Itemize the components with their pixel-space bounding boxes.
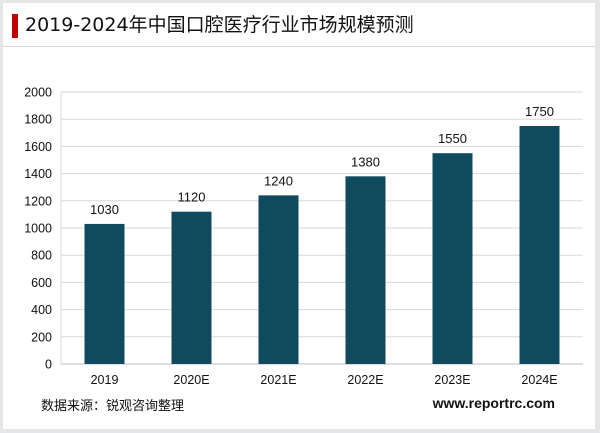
x-tick-label: 2021E	[260, 373, 296, 387]
y-tick-label: 800	[31, 249, 52, 263]
x-tick-label: 2020E	[173, 373, 209, 387]
y-tick-label: 1400	[24, 167, 52, 181]
y-tick-label: 200	[31, 330, 52, 344]
watermark-url: www.reportrc.com	[432, 395, 555, 411]
chart-title: 2019-2024年中国口腔医疗行业市场规模预测	[25, 14, 414, 36]
y-tick-label: 1200	[24, 194, 52, 208]
y-tick-label: 600	[31, 276, 52, 290]
bar	[258, 195, 299, 364]
y-tick-label: 400	[31, 303, 52, 317]
x-tick-label: 2024E	[521, 373, 557, 387]
bar	[519, 126, 560, 364]
bar	[84, 223, 125, 364]
x-tick-label: 2023E	[434, 373, 470, 387]
data-label: 1120	[178, 190, 206, 205]
y-tick-label: 2000	[24, 86, 52, 100]
data-label: 1380	[351, 154, 380, 169]
bar-chart: 0 200 400 600 800 1000 1200 1400 1600 1800 2000 103…	[24, 86, 583, 387]
chart-card: 2019-2024年中国口腔医疗行业市场规模预测 0 200 400 600 800 10…	[3, 3, 595, 429]
source-note: 数据来源：锐观咨询整理	[41, 399, 185, 414]
title-accent-bar	[12, 14, 18, 38]
bar	[345, 176, 386, 364]
title-area: 2019-2024年中国口腔医疗行业市场规模预测	[3, 3, 595, 47]
y-tick-label: 1000	[24, 222, 52, 236]
x-tick-label: 2022E	[347, 373, 383, 387]
data-label: 1240	[264, 173, 293, 188]
x-tick-label: 2019	[91, 373, 119, 387]
y-tick-label: 0	[45, 358, 52, 372]
data-label: 1750	[525, 104, 554, 119]
y-tick-label: 1800	[24, 113, 52, 127]
bar	[171, 211, 212, 364]
data-label: 1550	[438, 131, 467, 146]
data-label: 1030	[90, 202, 119, 217]
y-tick-label: 1600	[24, 140, 52, 154]
bar	[432, 153, 473, 364]
